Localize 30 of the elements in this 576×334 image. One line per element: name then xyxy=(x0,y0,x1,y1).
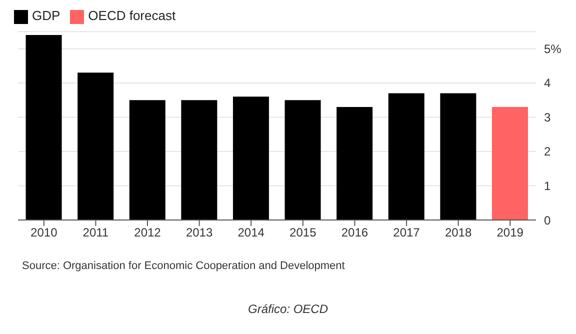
bar xyxy=(78,72,114,220)
bar xyxy=(232,96,269,220)
bar xyxy=(388,93,424,220)
x-tick-label: 2018 xyxy=(444,226,472,240)
bar xyxy=(492,106,528,220)
text: Gráfico: OECD xyxy=(246,302,329,316)
legend-label: GDP xyxy=(32,8,60,23)
x-tick-label: 2014 xyxy=(238,226,265,240)
x-tick-label: 2016 xyxy=(341,226,368,240)
bar xyxy=(336,106,373,220)
y-tick-label: 1 xyxy=(544,179,551,193)
x-tick-label: 2015 xyxy=(290,226,317,240)
legend-label: OECD forecast xyxy=(88,8,176,23)
x-tick-label: 2010 xyxy=(30,226,58,240)
bar xyxy=(26,34,62,220)
y-tick-label: 5% xyxy=(544,42,562,56)
bar xyxy=(284,100,321,220)
y-tick-label: 2 xyxy=(544,144,551,159)
bar xyxy=(181,100,218,220)
bar xyxy=(129,100,166,220)
bar xyxy=(440,93,476,220)
source-note: Source: Organisation for Economic Cooperation and Development xyxy=(22,260,345,272)
x-tick-label: 2017 xyxy=(393,226,420,240)
y-tick-label: 3 xyxy=(544,110,551,124)
y-tick-label: 4 xyxy=(544,76,551,90)
x-tick-label: 2012 xyxy=(134,226,162,240)
x-tick-label: 2019 xyxy=(496,226,524,240)
y-tick-label: 0 xyxy=(544,213,551,228)
x-tick-label: 2013 xyxy=(186,226,213,240)
x-tick-label: 2011 xyxy=(82,226,109,240)
